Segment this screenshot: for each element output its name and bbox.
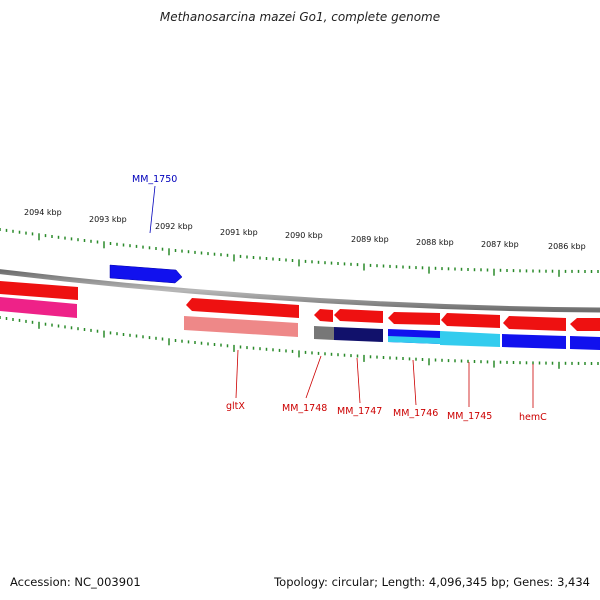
scale-label-2086: 2086 kbp: [548, 242, 586, 251]
gene-feature[interactable]: [184, 316, 298, 337]
gene-feature[interactable]: [441, 313, 500, 328]
gene-row-inner: [0, 297, 600, 350]
gene-label-mm1750[interactable]: MM_1750: [132, 174, 177, 185]
map-title: Methanosarcina mazei Go1, complete genom…: [159, 10, 441, 24]
accession-text: Accession: NC_003901: [10, 575, 141, 589]
scale-labels: 2094 kbp 2093 kbp 2092 kbp 2091 kbp 2090…: [24, 208, 586, 251]
scale-label-2089: 2089 kbp: [351, 235, 389, 244]
connector-mm1750: [149, 185, 156, 234]
gene-label-mm1745[interactable]: MM_1745: [447, 411, 492, 422]
connector-gltx: [235, 349, 239, 399]
scale-label-2094: 2094 kbp: [24, 208, 62, 217]
gene-feature[interactable]: [388, 312, 440, 325]
label-connectors: [149, 185, 534, 408]
genome-summary-text: Topology: circular; Length: 4,096,345 bp…: [274, 575, 590, 589]
gene-label-mm1748[interactable]: MM_1748: [282, 403, 327, 414]
gene-feature[interactable]: [314, 309, 333, 322]
gene-feature[interactable]: [186, 298, 299, 318]
gene-labels: MM_1750 gltX MM_1748 MM_1747 MM_1746 MM_…: [132, 174, 547, 423]
scale-label-2087: 2087 kbp: [481, 240, 519, 249]
gene-label-hemc[interactable]: hemC: [519, 412, 547, 423]
gene-feature[interactable]: [503, 316, 566, 331]
outer-scale-ticks: [0, 228, 599, 277]
connector-mm1747: [356, 357, 361, 404]
gene-feature[interactable]: [109, 264, 183, 284]
scale-label-2093: 2093 kbp: [89, 215, 127, 224]
scale-label-2091: 2091 kbp: [220, 228, 258, 237]
gene-feature[interactable]: [570, 336, 600, 350]
gene-feature[interactable]: [334, 309, 383, 323]
gene-feature[interactable]: [0, 281, 78, 300]
gene-label-gltx[interactable]: gltX: [226, 401, 245, 412]
gene-label-mm1746[interactable]: MM_1746: [393, 408, 438, 419]
gene-feature[interactable]: [314, 326, 334, 340]
gene-feature[interactable]: [440, 331, 500, 347]
inner-scale-ticks: [0, 316, 599, 369]
scale-label-2088: 2088 kbp: [416, 238, 454, 247]
connector-mm1748: [305, 355, 322, 399]
scale-label-2092: 2092 kbp: [155, 222, 193, 231]
connector-mm1746: [412, 359, 417, 406]
genome-backbone: [0, 269, 600, 313]
gene-feature[interactable]: [0, 297, 77, 318]
gene-feature[interactable]: [388, 336, 440, 344]
gene-feature[interactable]: [334, 327, 383, 342]
gene-label-mm1747[interactable]: MM_1747: [337, 406, 382, 417]
scale-label-2090: 2090 kbp: [285, 231, 323, 240]
gene-feature[interactable]: [502, 334, 566, 349]
gene-feature[interactable]: [570, 318, 600, 331]
gene-row-outer: [0, 281, 600, 331]
